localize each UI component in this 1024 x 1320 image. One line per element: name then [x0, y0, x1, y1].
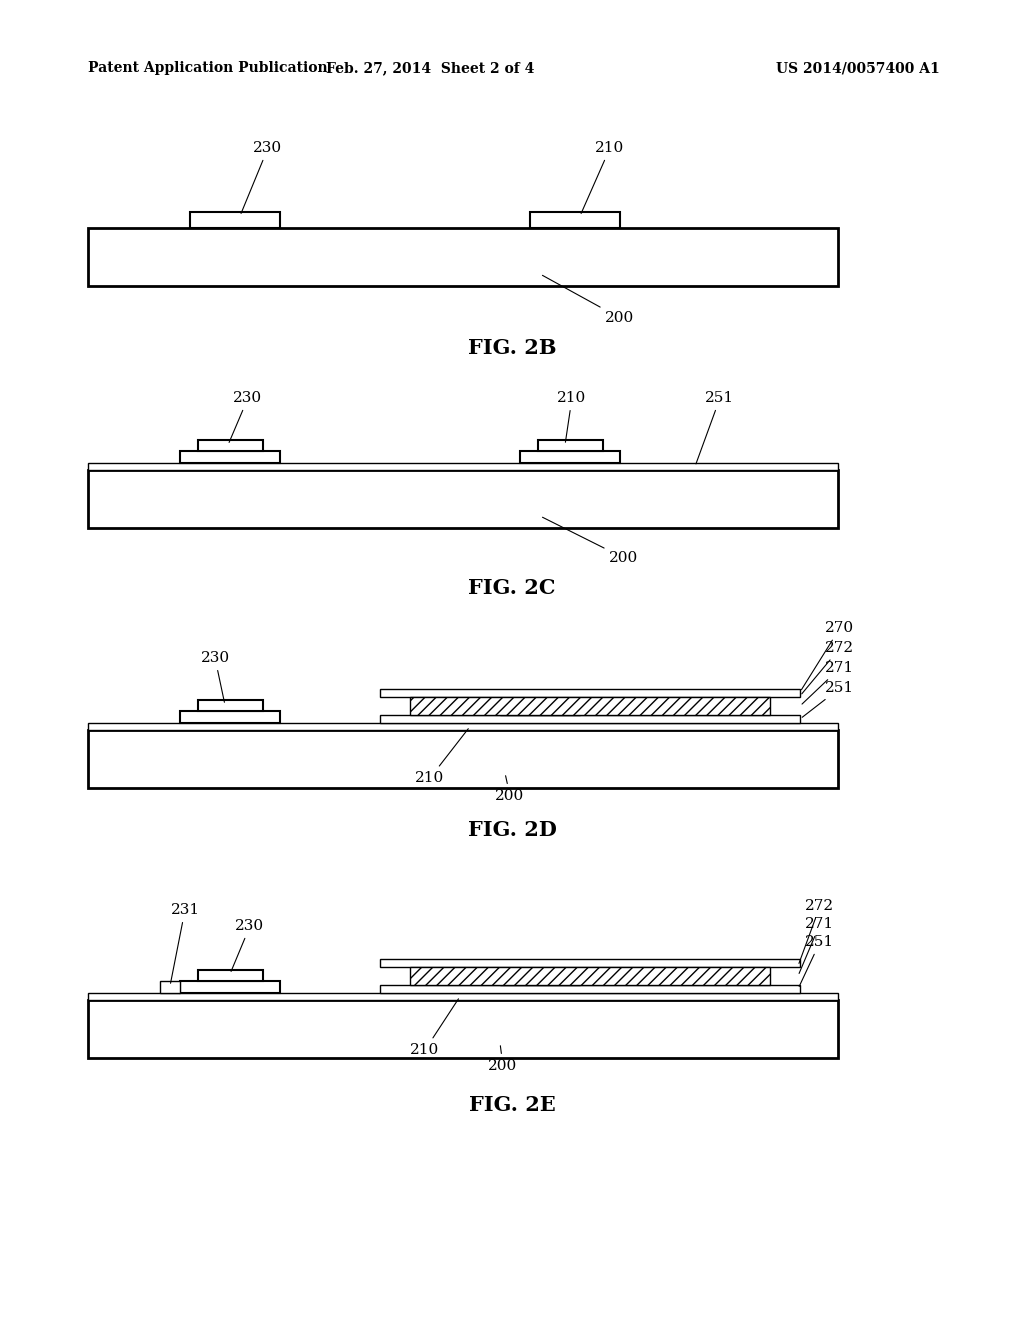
- Bar: [380, 960, 800, 968]
- Text: 210: 210: [411, 999, 459, 1057]
- Bar: [380, 715, 800, 723]
- Text: 230: 230: [229, 391, 262, 442]
- Bar: [180, 451, 280, 463]
- Text: FIG. 2B: FIG. 2B: [468, 338, 556, 358]
- Bar: [190, 213, 280, 228]
- Bar: [88, 723, 838, 730]
- Bar: [380, 689, 800, 697]
- Text: 271: 271: [799, 917, 835, 973]
- Bar: [500, 973, 580, 985]
- Text: 200: 200: [488, 1045, 517, 1073]
- Bar: [180, 981, 280, 993]
- Text: 200: 200: [543, 517, 639, 565]
- Text: 210: 210: [557, 391, 587, 442]
- Text: 231: 231: [170, 903, 200, 983]
- Text: 200: 200: [543, 276, 635, 325]
- Text: US 2014/0057400 A1: US 2014/0057400 A1: [776, 61, 940, 75]
- Bar: [410, 968, 770, 985]
- Bar: [410, 697, 770, 715]
- Bar: [380, 985, 800, 993]
- Text: 230: 230: [231, 919, 264, 972]
- Text: 272: 272: [802, 642, 855, 694]
- Text: 272: 272: [799, 899, 835, 964]
- Bar: [500, 704, 580, 715]
- Text: 230: 230: [201, 651, 229, 702]
- Text: 230: 230: [241, 141, 283, 214]
- Text: 210: 210: [416, 729, 468, 785]
- Bar: [88, 993, 838, 1001]
- Bar: [198, 440, 263, 451]
- Text: 251: 251: [802, 681, 855, 717]
- Text: 251: 251: [799, 935, 835, 986]
- Text: FIG. 2E: FIG. 2E: [469, 1096, 555, 1115]
- Text: 251: 251: [696, 391, 734, 463]
- Text: 271: 271: [802, 661, 855, 704]
- Bar: [538, 440, 603, 451]
- Bar: [160, 981, 180, 993]
- Bar: [520, 451, 620, 463]
- Bar: [88, 1001, 838, 1059]
- Bar: [88, 730, 838, 788]
- Text: Feb. 27, 2014  Sheet 2 of 4: Feb. 27, 2014 Sheet 2 of 4: [326, 61, 535, 75]
- Text: Patent Application Publication: Patent Application Publication: [88, 61, 328, 75]
- Bar: [88, 470, 838, 528]
- Bar: [180, 711, 280, 723]
- Bar: [198, 970, 263, 981]
- Text: 270: 270: [802, 620, 855, 689]
- Text: FIG. 2D: FIG. 2D: [468, 820, 556, 840]
- Bar: [88, 463, 838, 470]
- Text: FIG. 2C: FIG. 2C: [468, 578, 556, 598]
- Bar: [88, 228, 838, 286]
- Text: 200: 200: [496, 776, 524, 803]
- Bar: [530, 213, 620, 228]
- Bar: [198, 700, 263, 711]
- Text: 210: 210: [582, 141, 625, 214]
